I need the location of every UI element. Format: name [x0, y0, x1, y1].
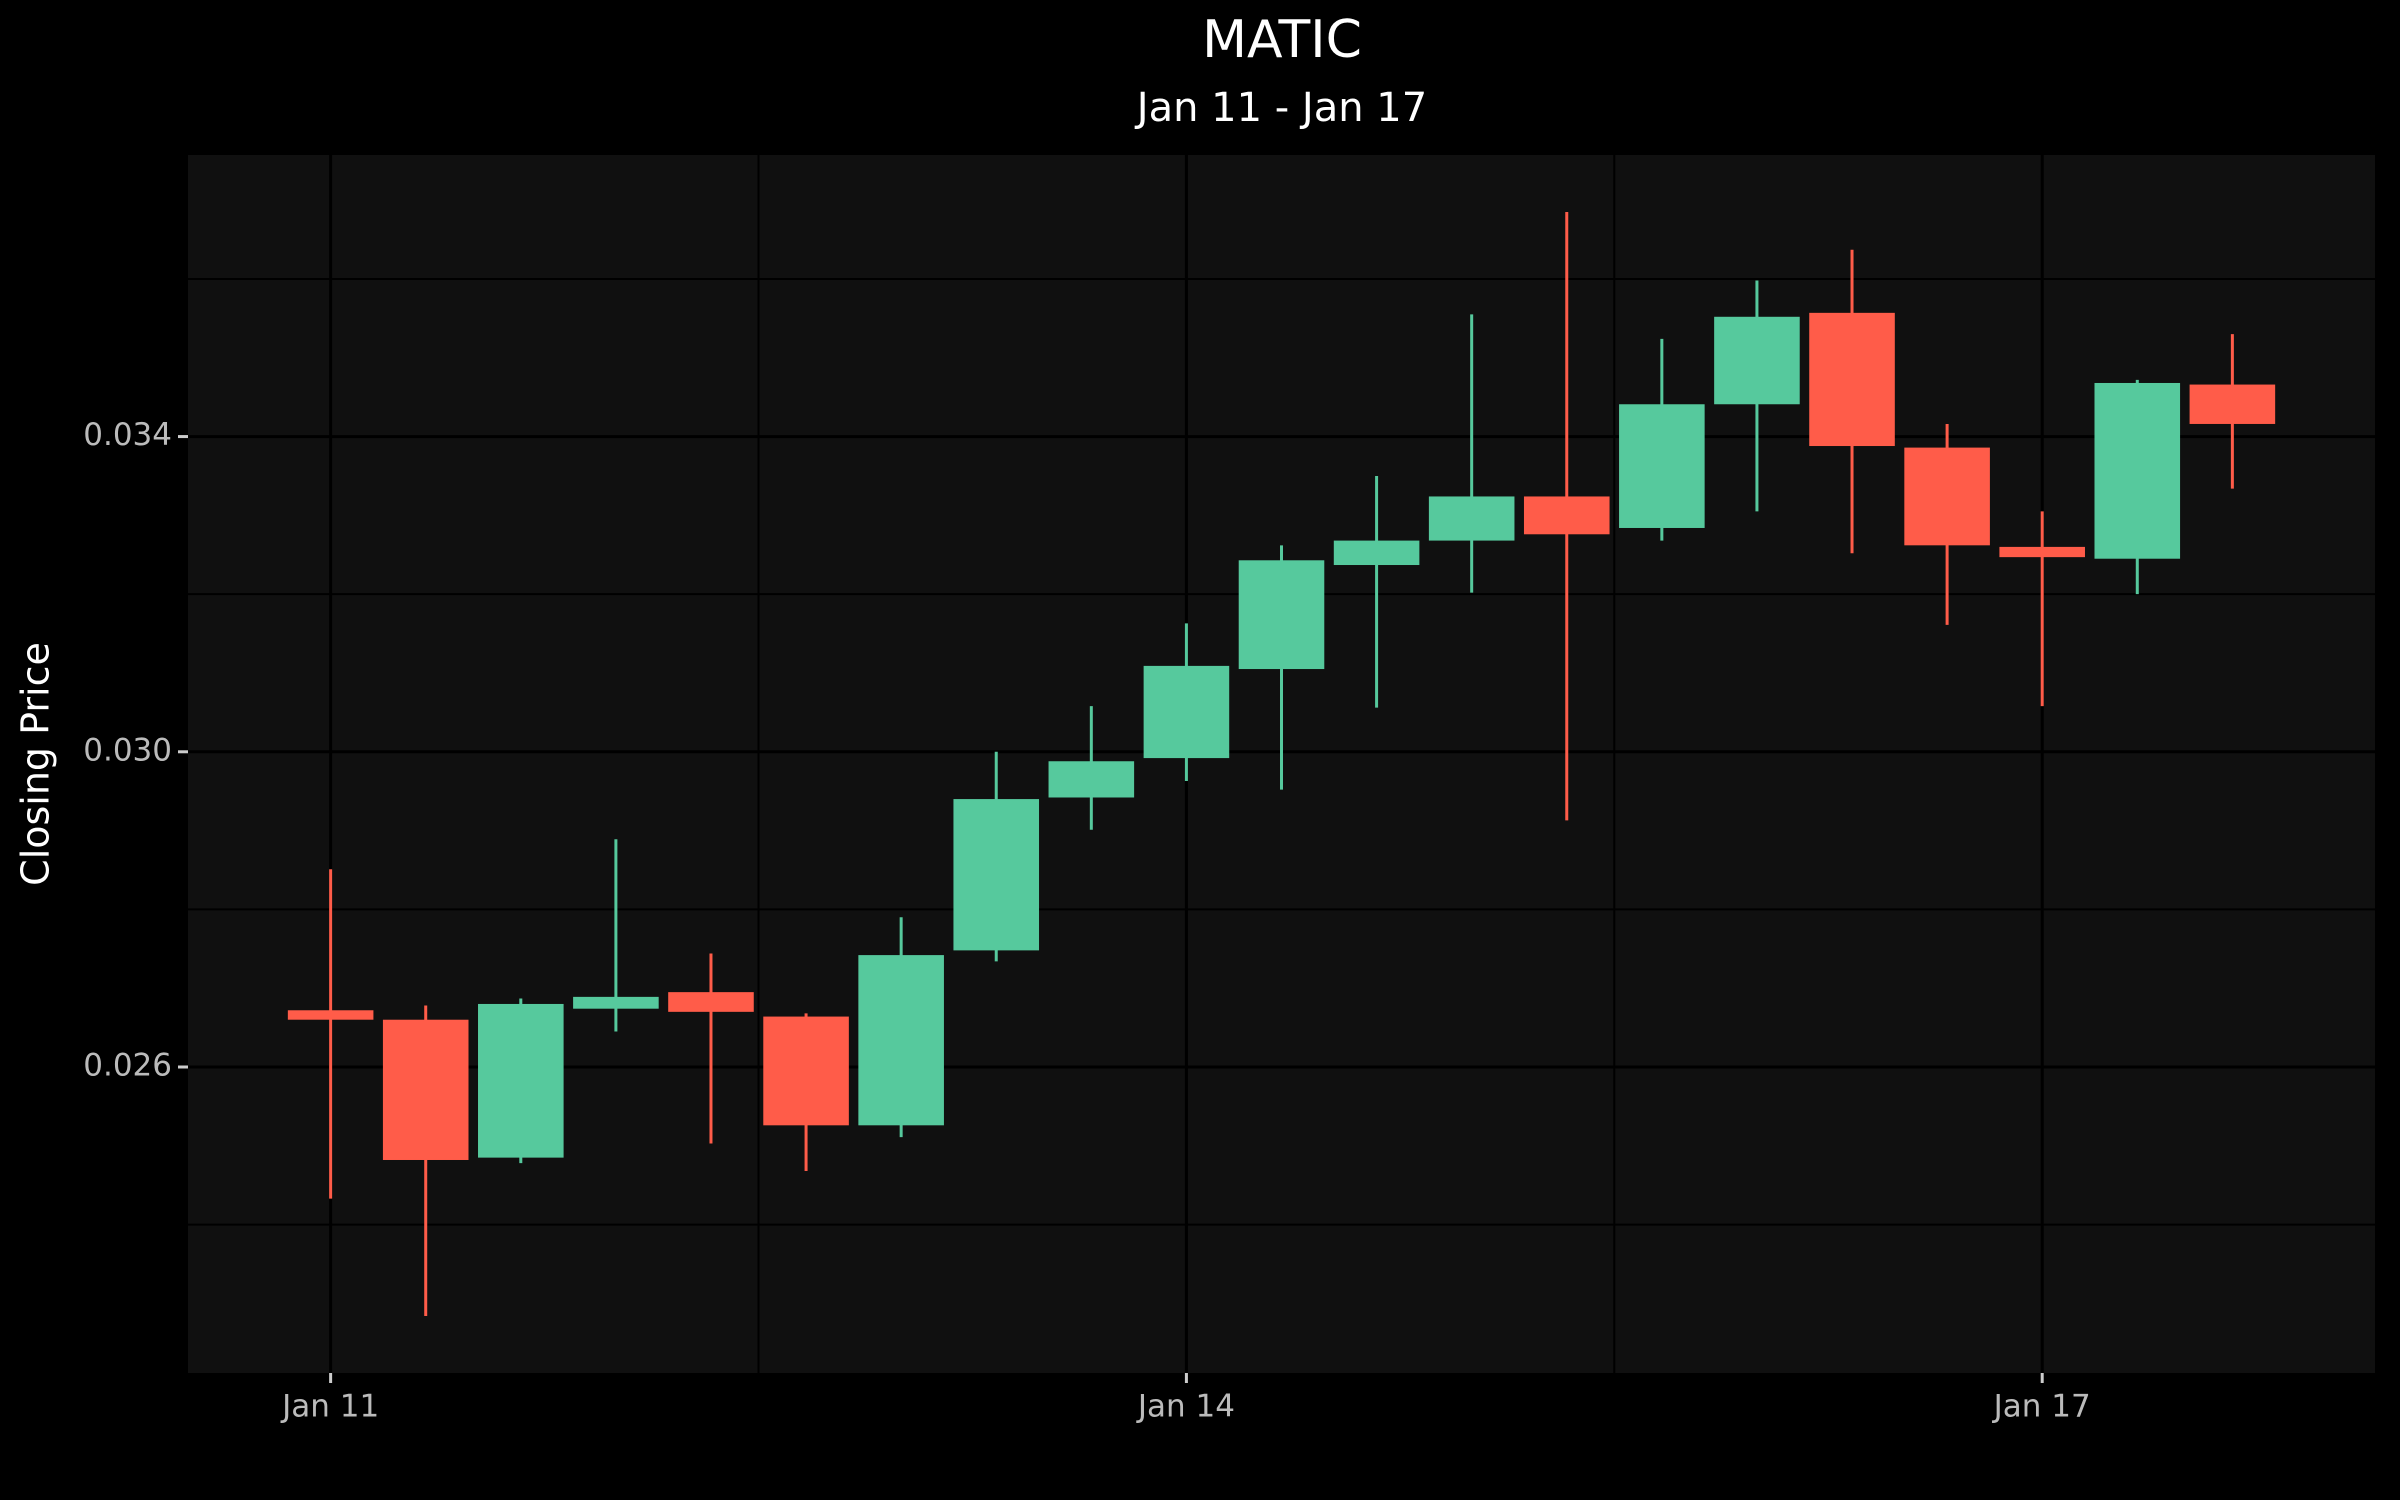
- candle-body: [1238, 560, 1325, 670]
- candle-body: [1523, 496, 1610, 535]
- candle-body: [287, 1010, 374, 1020]
- candle-body: [1048, 761, 1135, 798]
- candle-body: [763, 1016, 849, 1126]
- candle-body: [2189, 384, 2276, 424]
- candle-body: [858, 955, 944, 1126]
- y-tick-label: 0.034: [83, 417, 172, 453]
- candle-body: [1333, 540, 1420, 566]
- candle-body: [478, 1003, 564, 1158]
- x-tick-label: Jan 14: [1136, 1389, 1235, 1425]
- candle-body: [382, 1019, 469, 1160]
- candle-body: [1143, 665, 1230, 759]
- y-tick-label: 0.026: [83, 1048, 172, 1084]
- chart-title: MATIC: [1202, 10, 1362, 70]
- y-tick-label: 0.030: [83, 732, 172, 768]
- candle-body: [1999, 546, 2085, 558]
- candle-body: [2094, 382, 2181, 559]
- y-axis-label: Closing Price: [14, 642, 58, 886]
- candle-body: [573, 996, 659, 1009]
- candle-body: [1714, 316, 1800, 405]
- candle-body: [1809, 312, 1895, 447]
- candle-body: [1619, 404, 1705, 528]
- chart-subtitle: Jan 11 - Jan 17: [1134, 85, 1427, 131]
- x-tick-label: Jan 11: [280, 1389, 379, 1425]
- x-tick-label: Jan 17: [1992, 1389, 2091, 1425]
- candle-body: [1428, 496, 1515, 541]
- candle-body: [668, 992, 754, 1012]
- candle-body: [1904, 447, 1990, 546]
- candle-body: [953, 799, 1040, 951]
